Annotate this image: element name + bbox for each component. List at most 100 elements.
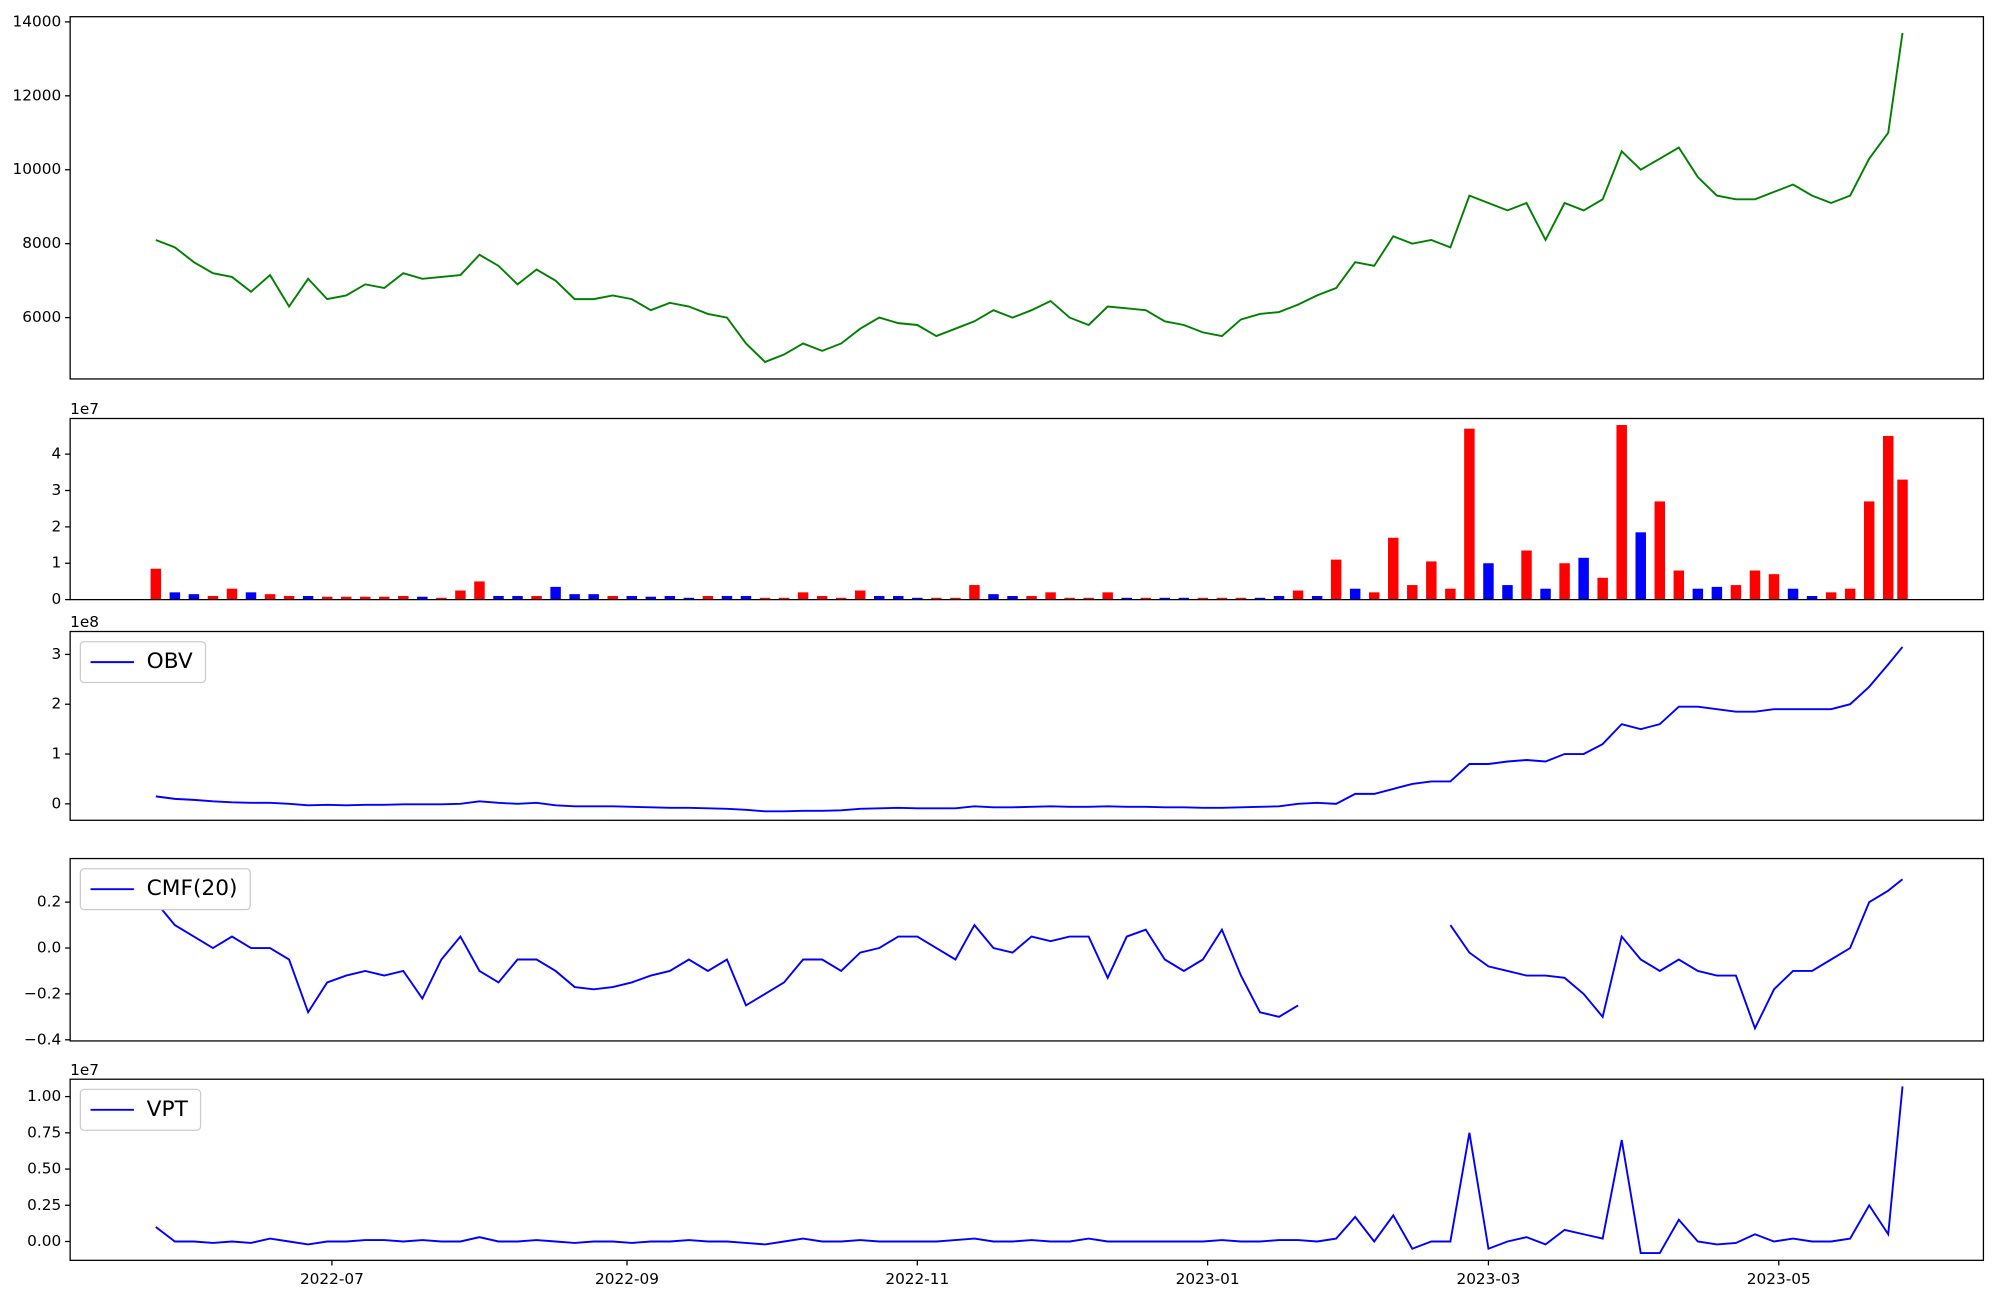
y-tick-label: 0.2 (37, 893, 61, 911)
y-tick-label: 0.50 (27, 1160, 61, 1178)
y-tick-label: 1 (51, 554, 61, 572)
volume-bar (1483, 563, 1494, 600)
volume-bar (816, 595, 828, 600)
axes-frame (69, 16, 1985, 380)
axes-frame (69, 857, 1985, 1042)
data-line (155, 1086, 1904, 1255)
volume-bar (1083, 597, 1094, 600)
volume-bar (1216, 597, 1228, 600)
volume-bar (512, 595, 523, 600)
legend-label: VPT (147, 1097, 189, 1122)
y-tick-label: 0.00 (27, 1232, 61, 1250)
y-tick-label: 3 (51, 481, 61, 499)
volume-bar (1140, 597, 1152, 600)
volume-bar (1578, 557, 1589, 600)
volume-bar (988, 594, 999, 600)
volume-bar (1197, 597, 1209, 600)
volume-bar (1159, 597, 1171, 600)
volume-bar (1102, 592, 1113, 600)
y-tick-label: 0.75 (27, 1123, 61, 1141)
volume-bar (969, 585, 980, 600)
volume-bar (359, 596, 371, 600)
data-line (155, 32, 1904, 364)
volume-bar (1616, 425, 1627, 600)
volume-bar (1007, 595, 1018, 600)
volume-bar (1502, 585, 1513, 600)
volume-bar (1673, 570, 1685, 600)
volume-bar (379, 596, 390, 600)
volume-bar (1882, 435, 1894, 600)
volume-bar (893, 595, 904, 600)
volume-bar (207, 595, 219, 600)
volume-bar (398, 595, 409, 600)
y-tick-label: 8000 (22, 234, 61, 252)
volume-bar (1787, 588, 1799, 600)
axes-frame (69, 630, 1985, 821)
volume-bar (835, 597, 847, 600)
volume-bar (931, 597, 942, 600)
axis-offset: 1e8 (70, 613, 99, 631)
y-tick-label: 0 (51, 794, 61, 812)
legend-box (79, 1088, 202, 1131)
x-tick-label: 2022-09 (595, 1270, 659, 1288)
x-tick-label: 2023-03 (1456, 1270, 1520, 1288)
legend-box (79, 868, 251, 911)
y-tick-label: 2 (51, 695, 61, 713)
volume-bar (1654, 501, 1666, 600)
volume-bar (474, 581, 485, 600)
x-tick-label: 2022-07 (300, 1270, 364, 1288)
volume-bar (1635, 532, 1646, 600)
data-line (155, 901, 1299, 1018)
volume-bar (1825, 592, 1837, 600)
volume-bar (702, 595, 714, 600)
volume-bar (1311, 595, 1323, 600)
volume-bar (1254, 597, 1266, 600)
y-tick-label: 14000 (13, 12, 62, 30)
volume-bar (1559, 563, 1570, 600)
volume-bar (1368, 592, 1380, 600)
y-tick-label: −0.4 (24, 1030, 61, 1048)
y-tick-label: 1.00 (27, 1087, 61, 1105)
volume-bar (169, 592, 181, 600)
volume-bar (721, 595, 733, 600)
volume-bar (626, 595, 637, 600)
volume-bar (874, 595, 885, 600)
volume-bar (531, 595, 542, 600)
volume-bar (1768, 574, 1780, 600)
volume-bar (950, 597, 961, 600)
volume-bar (1692, 588, 1704, 600)
volume-bar (1292, 590, 1304, 600)
volume-bar (302, 595, 314, 600)
volume-bar (1711, 586, 1723, 600)
volume-bar (226, 588, 238, 600)
data-line (155, 646, 1904, 813)
volume-bar (1540, 588, 1551, 600)
volume-bar (264, 594, 276, 600)
volume-bar (150, 568, 162, 600)
volume-bar (1178, 597, 1190, 600)
y-tick-label: 10000 (13, 160, 62, 178)
volume-bar (854, 590, 866, 600)
y-tick-label: 6000 (22, 308, 61, 326)
y-tick-label: 3 (51, 645, 61, 663)
data-line (1449, 878, 1904, 1031)
volume-bar (683, 597, 695, 600)
volume-bar (1026, 595, 1037, 600)
axes-frame (69, 417, 1985, 601)
volume-bar (321, 596, 333, 600)
volume-bar (1730, 585, 1742, 600)
x-tick-label: 2023-05 (1747, 1270, 1811, 1288)
volume-bar (1349, 588, 1361, 600)
volume-bar (759, 597, 771, 600)
volume-bar (436, 597, 447, 600)
volume-bar (493, 595, 504, 600)
y-tick-label: 2 (51, 517, 61, 535)
volume-bar (283, 595, 295, 600)
axis-offset: 1e7 (70, 1061, 99, 1079)
volume-bar (188, 594, 200, 600)
volume-bar (740, 595, 752, 600)
volume-bar (245, 592, 257, 600)
volume-bar (1426, 561, 1437, 600)
x-tick-label: 2023-01 (1176, 1270, 1240, 1288)
